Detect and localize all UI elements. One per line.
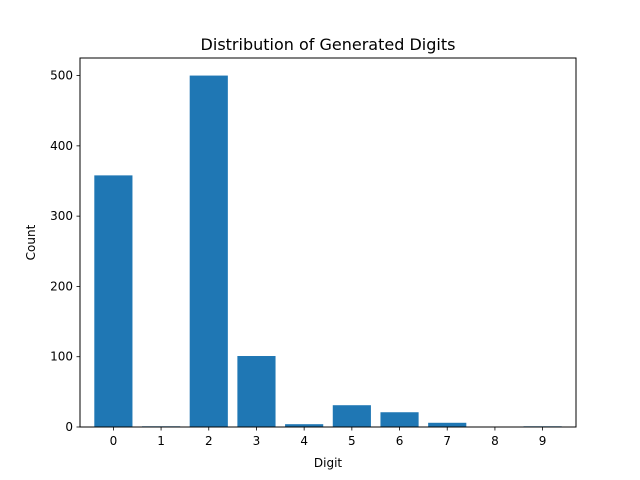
x-tick-label: 4 [300,434,308,448]
x-tick-label: 6 [396,434,404,448]
bar-4 [285,424,324,427]
x-tick-label: 7 [443,434,451,448]
x-tick-label: 2 [205,434,213,448]
y-tick-label: 100 [50,350,73,364]
y-axis-label: Count [24,224,38,260]
bar-7 [428,422,467,427]
plot-frame [79,57,577,428]
y-ticks-group: 0 100 200 300 400 500 [50,69,80,434]
y-tick-label: 200 [50,279,73,293]
y-tick-label: 500 [50,69,73,83]
x-ticks-group: 0 1 2 3 4 5 6 7 8 9 [110,427,547,448]
bar-6 [380,412,419,427]
x-tick-label: 5 [348,434,356,448]
y-tick-label: 300 [50,209,73,223]
x-tick-label: 8 [491,434,499,448]
bar-3 [237,356,276,427]
x-tick-label: 3 [253,434,261,448]
x-tick-label: 9 [539,434,547,448]
bar-5 [332,405,371,427]
y-tick-label: 0 [65,420,73,434]
y-tick-label: 400 [50,139,73,153]
x-axis-label: Digit [314,456,343,470]
chart-title: Distribution of Generated Digits [201,35,456,54]
bars-group [94,75,562,428]
bar-2 [189,75,228,428]
x-tick-label: 0 [110,434,118,448]
bar-0 [94,175,133,427]
x-tick-label: 1 [157,434,165,448]
